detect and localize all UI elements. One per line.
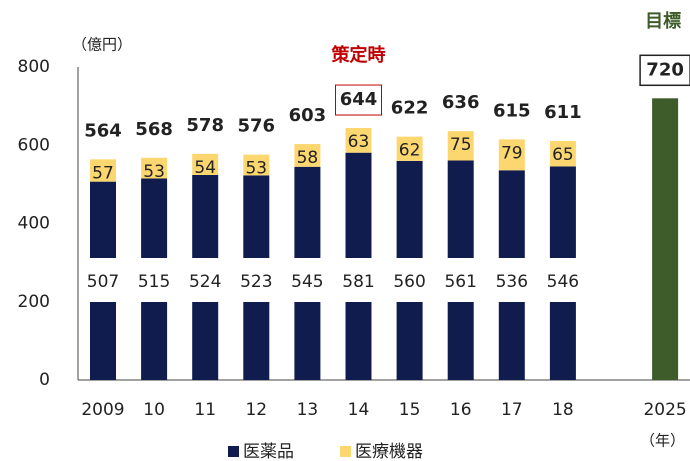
x-tick-label: 11 [194, 400, 216, 420]
bar-segment [243, 154, 270, 176]
total-label: 578 [186, 115, 224, 136]
value-label: 53 [245, 159, 267, 179]
bar-segment [141, 157, 168, 179]
x-tick-label: 2025 [643, 400, 686, 420]
label-backdrop [446, 258, 475, 302]
value-label: 581 [342, 272, 374, 292]
value-label: 524 [189, 272, 221, 292]
bar-segment [447, 131, 474, 161]
highlight-box [335, 84, 382, 116]
value-label: 79 [501, 143, 523, 163]
x-unit: （年） [640, 432, 685, 450]
x-tick-label: 18 [552, 400, 574, 420]
target-label: 720 [646, 59, 684, 80]
value-label: 65 [552, 145, 574, 165]
label-backdrop [344, 258, 373, 302]
bar-segment [498, 139, 525, 171]
bar-segment [345, 128, 372, 153]
bar-segment [90, 159, 116, 182]
bar-segment [396, 136, 423, 161]
value-label: 53 [143, 162, 165, 182]
total-label: 603 [289, 105, 327, 126]
total-label: 576 [238, 116, 276, 137]
annotation: 策定時 [332, 44, 386, 66]
label-backdrop [89, 258, 117, 302]
value-label: 515 [138, 272, 170, 292]
label-backdrop [395, 258, 424, 302]
total-label: 644 [340, 89, 378, 110]
y-tick-label: 800 [18, 57, 50, 77]
total-label: 615 [493, 100, 531, 121]
y-tick-label: 400 [18, 214, 50, 234]
bar-segment [294, 144, 321, 167]
value-label: 75 [450, 135, 472, 155]
y-tick-label: 0 [39, 370, 50, 390]
target-bar [652, 98, 679, 381]
x-tick-label: 2009 [81, 400, 124, 420]
total-label: 622 [391, 98, 429, 119]
x-tick-label: 10 [143, 400, 165, 420]
value-label: 58 [297, 148, 319, 168]
label-backdrop [548, 258, 577, 302]
value-label: 560 [393, 272, 425, 292]
x-tick-label: 15 [399, 400, 421, 420]
value-label: 536 [496, 272, 528, 292]
annotation: 目標 [645, 10, 681, 32]
legend-label: 医薬品 [243, 442, 294, 461]
value-label: 63 [348, 132, 370, 152]
label-backdrop [497, 258, 526, 302]
value-label: 54 [194, 158, 216, 178]
y-tick-label: 200 [18, 292, 50, 312]
x-tick-label: 17 [501, 400, 523, 420]
target-box [639, 54, 690, 87]
y-tick-label: 600 [18, 135, 50, 155]
bar-segment [549, 140, 576, 167]
label-backdrop [242, 258, 271, 302]
value-label: 545 [291, 272, 323, 292]
x-tick-label: 13 [297, 400, 319, 420]
value-label: 561 [444, 272, 476, 292]
value-label: 57 [92, 163, 114, 183]
label-backdrop [140, 258, 169, 302]
label-backdrop [191, 258, 220, 302]
bar-segment [192, 153, 219, 175]
y-unit: （億円） [72, 36, 132, 54]
value-label: 523 [240, 272, 272, 292]
total-label: 611 [544, 102, 582, 123]
label-backdrop [293, 258, 322, 302]
legend-label: 医療機器 [355, 442, 423, 461]
total-label: 636 [442, 92, 480, 113]
value-label: 62 [399, 141, 421, 161]
legend-swatch [228, 446, 239, 457]
x-tick-label: 16 [450, 400, 472, 420]
x-tick-label: 12 [245, 400, 267, 420]
total-label: 564 [84, 120, 122, 141]
x-tick-label: 14 [348, 400, 370, 420]
total-label: 568 [135, 119, 173, 140]
value-label: 507 [87, 272, 119, 292]
legend-swatch [340, 446, 351, 457]
value-label: 546 [547, 272, 579, 292]
